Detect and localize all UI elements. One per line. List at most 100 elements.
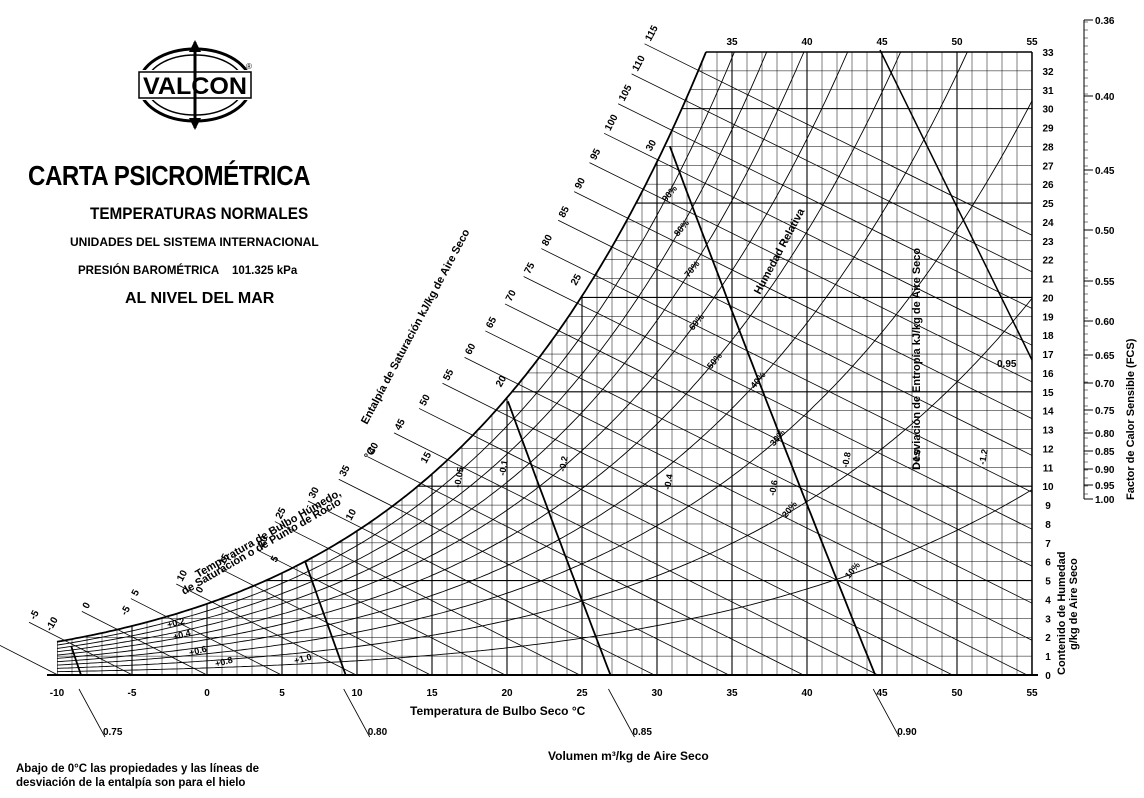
enthalpy-tick-label: 70 [504,288,519,303]
pressure-label: PRESIÓN BAROMÉTRICA [78,265,220,277]
enthalpy-line [130,598,282,676]
volume-axis-label: Volumen m³/kg de Aire Seco [548,749,709,763]
y-tick-label: 22 [1042,256,1054,267]
chart-title: CARTA PSICROMÉTRICA [28,160,311,191]
fcs-tick-label: 0.40 [1095,92,1115,103]
volume-leader [872,688,900,738]
wet-bulb-label: 15 [419,450,434,466]
enthalpy-line [589,162,1033,383]
rh-curve [57,298,1032,669]
enthalpy-tick-label: 110 [631,54,648,74]
sea-level-label: AL NIVEL DEL MAR [125,290,275,307]
y-tick-label: 8 [1045,520,1051,531]
wet-bulb-label: 20 [494,374,509,390]
y-tick-label: 29 [1042,124,1054,135]
enthalpy-deviation-label: +0.6 [188,644,208,658]
wet-bulb-label: -10 [44,615,61,633]
y-tick-label: 5 [1045,577,1051,588]
enthalpy-tick-label: 45 [393,417,408,432]
enthalpy-tick-label: 55 [441,367,456,382]
y-tick-label: 26 [1042,180,1054,191]
x-axis-label: Temperatura de Bulbo Seco °C [410,704,586,718]
enthalpy-deviation-label: -0.4 [662,473,675,490]
y-tick-label: 0 [1045,671,1051,682]
x-tick-label: 5 [279,688,285,699]
y-axis-label-2: g/kg de Aire Seco [1068,558,1080,650]
enthalpy-deviation-label: +0.4 [172,628,192,642]
enthalpy-deviation-label: -0.2 [557,455,570,472]
enthalpy-line [28,621,133,676]
fcs-tick-label: 0.85 [1095,447,1115,458]
fcs-marker-label: 0.95 [997,359,1017,370]
x-tick-label: 0 [204,688,210,699]
enthalpy-line [338,478,730,676]
y-tick-label: 18 [1042,331,1054,342]
enthalpy-tick-label: 100 [603,112,621,132]
y-tick-label: 4 [1045,595,1051,606]
enthalpy-tick-label: 30 [307,485,322,500]
enthalpy-deviation-label: -0.05 [452,466,465,488]
enthalpy-line [367,456,804,676]
pressure-value: 101.325 kPa [232,265,298,277]
y-tick-label: 27 [1042,161,1054,172]
enthalpy-deviation-label: +1.0 [293,652,313,666]
rh-label: 20% [780,499,799,519]
y-tick-label: 16 [1042,369,1054,380]
y-tick-label: 32 [1042,67,1054,78]
enthalpy-deviation-label: -0.1 [497,459,510,476]
rh-curve [57,52,977,663]
top-tick-label: 35 [726,37,738,48]
enthalpy-line [393,432,879,676]
enthalpy-deviation-label: +0.2 [166,616,186,630]
y-tick-label: 31 [1042,86,1054,97]
rh-curve [57,100,1032,666]
wet-bulb-label: 5 [269,554,282,565]
top-tick-label: 40 [801,37,813,48]
volume-line [70,646,82,675]
fcs-tick-label: 0.36 [1095,16,1115,27]
rh-curve [57,52,812,653]
volume-tick-label: 0.85 [632,727,652,738]
fcs-tick-label: 0.55 [1095,277,1115,288]
enthalpy-line [256,549,506,676]
x-tick-label: 45 [876,688,888,699]
y-tick-label: 33 [1042,48,1054,59]
x-tick-label: 15 [426,688,438,699]
y-tick-label: 10 [1042,482,1054,493]
y-tick-label: 30 [1042,105,1054,116]
enthalpy-tick-label: 80 [540,233,555,248]
enthalpy-tick-label: 105 [617,83,635,103]
rh-curve [57,52,740,646]
enthalpy-tick-label: 15 [217,552,232,567]
fcs-tick-label: 0.45 [1095,166,1115,177]
x-tick-label: 50 [951,688,963,699]
wet-bulb-label: 10 [344,507,359,523]
enthalpy-tick-label: 115 [643,23,660,43]
y-tick-label: 9 [1045,501,1051,512]
enthalpy-tick-label: 60 [463,341,478,356]
enthalpy-tick-label: 35 [338,463,353,478]
y-tick-label: 14 [1042,407,1054,418]
top-tick-label: 55 [1026,37,1038,48]
y-tick-label: 23 [1042,237,1054,248]
fcs-reference-line [879,49,1033,361]
y-tick-label: 3 [1045,614,1051,625]
chart-subtitle: TEMPERATURAS NORMALES [90,204,309,223]
y-tick-label: 7 [1045,539,1051,550]
enthalpy-line [81,610,208,676]
fcs-tick-label: 1.00 [1095,495,1115,506]
units-label: UNIDADES DEL SISTEMA INTERNACIONAL [70,235,319,249]
wet-bulb-label: 0 [194,585,207,596]
rh-label: 10% [843,560,862,580]
enthalpy-deviation-label: +0.8 [214,655,234,669]
y-tick-label: 17 [1042,350,1054,361]
enthalpy-tick-label: 85 [557,204,572,219]
enthalpy-tick-label: 40 [366,441,381,456]
enthalpy-line [617,103,1033,309]
rh-label: 90% [660,183,679,203]
wet-bulb-label: -5 [119,604,133,618]
rh-label: 70% [682,259,701,279]
volume-leader [78,688,106,738]
enthalpy-tick-label: 90 [573,176,588,191]
